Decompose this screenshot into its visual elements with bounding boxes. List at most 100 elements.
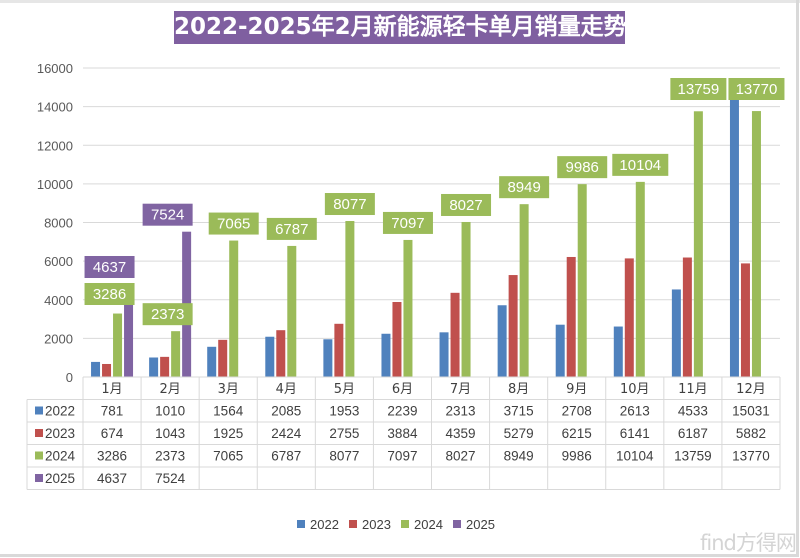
data-label: 8949 — [507, 179, 540, 196]
table-cell: 7097 — [387, 449, 417, 464]
table-cell: 2613 — [620, 404, 650, 419]
data-label-box — [84, 256, 135, 278]
legend-label: 2024 — [414, 517, 443, 532]
bar-2024 — [751, 111, 761, 378]
legend-key-2025 — [35, 474, 43, 482]
y-tick-label: 14000 — [37, 100, 73, 115]
data-label-box — [266, 217, 317, 240]
legend-label: 2022 — [310, 517, 339, 532]
bar-2023 — [740, 263, 750, 377]
table-cell: 1925 — [213, 426, 243, 441]
table-cell: 2424 — [271, 426, 302, 441]
table-cell: 2239 — [387, 404, 417, 419]
data-label: 9986 — [566, 159, 599, 176]
data-label-box — [142, 303, 193, 326]
legend-swatch-2023 — [349, 520, 357, 528]
table-cell: 674 — [101, 426, 124, 441]
legend-swatch-2022 — [297, 520, 305, 528]
data-label-box — [382, 211, 433, 234]
table-cell: 2708 — [562, 404, 592, 419]
data-label: 7065 — [217, 216, 250, 233]
table-cell: 8027 — [446, 449, 476, 464]
data-label-box — [499, 176, 550, 199]
category-label: 10月 — [620, 382, 650, 397]
chart-title: 2022-2025年2月新能源轻卡单月销量走势 — [174, 11, 627, 44]
bar-2023 — [392, 301, 402, 377]
bar-2024 — [635, 181, 645, 377]
data-label-box — [557, 156, 608, 179]
table-cell: 7065 — [213, 449, 243, 464]
table-cell: 5882 — [736, 426, 766, 441]
data-label-box — [441, 193, 492, 216]
legend-label: 2025 — [466, 517, 495, 532]
row-header: 2024 — [45, 449, 76, 464]
bar-2023 — [508, 275, 518, 377]
top-border — [0, 0, 800, 3]
table-cell: 6141 — [620, 426, 650, 441]
legend-key-2023 — [35, 429, 43, 437]
table-cell: 6215 — [562, 426, 592, 441]
table-cell: 4533 — [678, 404, 708, 419]
table-cell: 6787 — [271, 449, 301, 464]
category-label: 1月 — [101, 382, 122, 397]
bar-2024 — [229, 240, 239, 377]
y-tick-label: 16000 — [37, 61, 73, 76]
bar-2022 — [555, 324, 565, 377]
data-label-box — [142, 203, 193, 226]
data-label-box — [670, 78, 727, 100]
table-cell: 781 — [101, 404, 124, 419]
row-header: 2025 — [45, 471, 75, 486]
table-cell: 9986 — [562, 449, 592, 464]
data-label: 8077 — [333, 196, 366, 213]
table-cell: 2085 — [271, 404, 301, 419]
bar-2023 — [624, 258, 634, 377]
category-label: 3月 — [218, 382, 239, 397]
bar-2022 — [265, 336, 275, 377]
table-cell: 2313 — [446, 404, 476, 419]
bar-2024 — [577, 184, 587, 377]
data-label-box — [324, 193, 375, 216]
category-label: 11月 — [678, 382, 708, 397]
legend-key-2022 — [35, 406, 43, 415]
category-label: 2月 — [159, 382, 180, 397]
table-cell: 13759 — [674, 449, 712, 464]
legend-swatch-2024 — [401, 520, 409, 528]
y-tick-label: 0 — [66, 370, 73, 385]
legend-swatch-2025 — [453, 520, 461, 528]
y-tick-label: 10000 — [37, 177, 73, 192]
bar-2023 — [276, 330, 286, 377]
bar-2023 — [450, 292, 460, 377]
category-label: 8月 — [508, 382, 529, 397]
legend-key-2024 — [35, 451, 43, 460]
bar-2024 — [403, 239, 413, 377]
data-label: 8027 — [449, 197, 482, 214]
table-cell: 13770 — [732, 449, 770, 464]
category-label: 12月 — [736, 382, 766, 397]
table-cell: 4359 — [446, 426, 476, 441]
bar-2022 — [149, 357, 159, 377]
table-cell: 1953 — [329, 404, 359, 419]
table-cell: 1564 — [213, 404, 244, 419]
bar-2023 — [682, 257, 692, 377]
table-cell: 1010 — [155, 404, 185, 419]
table-cell: 7524 — [155, 471, 186, 486]
watermark: find方得网 — [700, 531, 797, 555]
bar-2023 — [218, 339, 228, 377]
table-cell: 6187 — [678, 426, 708, 441]
table-cell: 5279 — [504, 426, 534, 441]
table-cell: 3286 — [97, 449, 127, 464]
table-cell: 3715 — [504, 404, 534, 419]
data-label-box — [728, 78, 785, 100]
category-label: 5月 — [334, 382, 355, 397]
bar-2024 — [345, 221, 355, 377]
bar-2022 — [729, 86, 739, 378]
bar-2023 — [566, 256, 576, 377]
bar-2022 — [91, 361, 101, 377]
data-label-box — [84, 283, 135, 305]
legend-label: 2023 — [362, 517, 391, 532]
bar-2024 — [287, 245, 297, 377]
data-label: 7524 — [151, 207, 184, 224]
data-label: 13759 — [678, 81, 720, 98]
data-label: 2373 — [151, 306, 184, 323]
